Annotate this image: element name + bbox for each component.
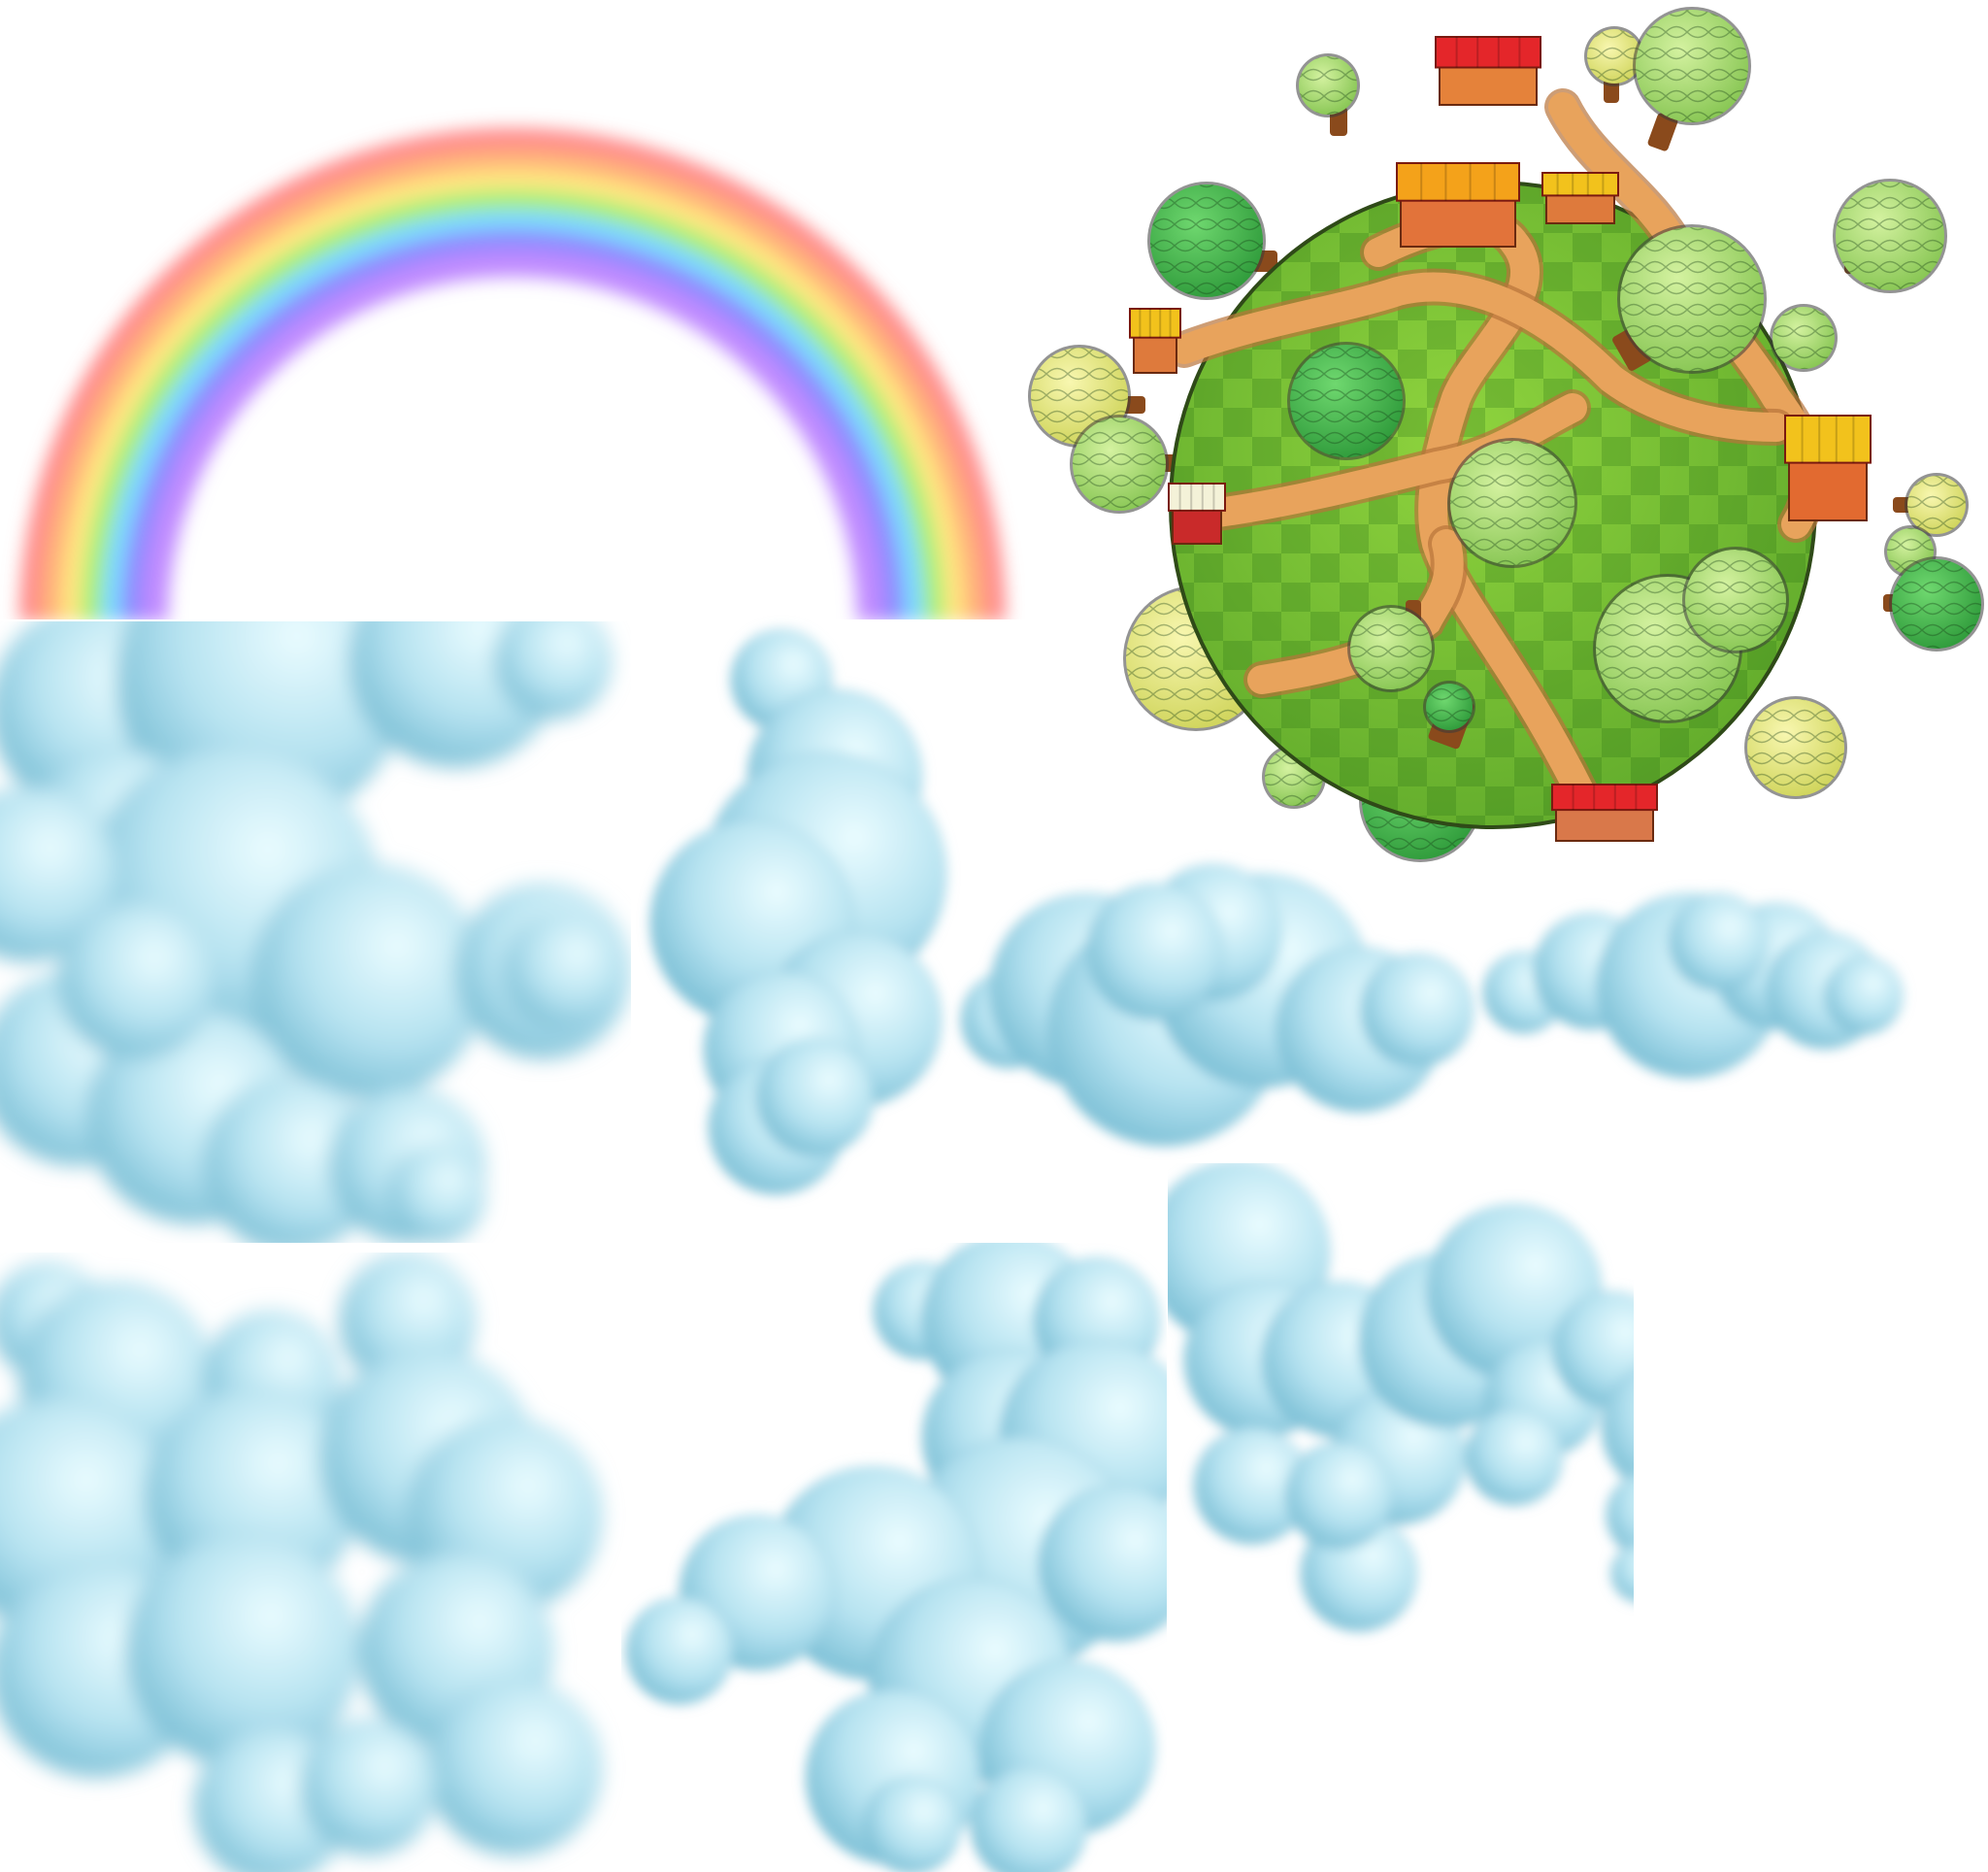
house	[1541, 172, 1619, 225]
tree	[1423, 681, 1475, 750]
tree	[1347, 600, 1435, 692]
house	[1396, 162, 1520, 248]
rainbow-band	[40, 149, 985, 619]
house	[1784, 415, 1872, 522]
rainbow-sprite	[19, 128, 1006, 619]
cloud-sprite	[0, 621, 631, 1243]
rainbow-band	[121, 230, 904, 619]
cloud-sprite	[625, 1243, 1167, 1872]
cloud-sprites	[0, 621, 1904, 1872]
tree	[1296, 53, 1360, 136]
cloud-sprite	[0, 1253, 603, 1872]
tree	[1612, 224, 1767, 374]
cloud-sprite	[1482, 892, 1904, 1079]
tree	[1883, 556, 1984, 652]
tree	[1770, 304, 1838, 372]
rainbow-band	[81, 189, 944, 619]
cloud-sprite	[1168, 1163, 1634, 1632]
rainbow-band	[101, 210, 924, 619]
rainbow-band	[142, 251, 883, 619]
planet-sprite	[1028, 7, 1984, 862]
tree	[1744, 696, 1847, 799]
house	[1129, 308, 1181, 374]
house	[1435, 36, 1541, 106]
tree	[1070, 415, 1182, 514]
tree	[1447, 438, 1577, 568]
rainbow-band	[19, 128, 1006, 619]
tree	[1147, 182, 1277, 300]
tree	[1682, 547, 1789, 653]
tree	[1833, 179, 1947, 293]
rainbow-band	[60, 169, 965, 619]
cloud-sprite	[649, 628, 947, 1195]
house	[1168, 483, 1226, 545]
tree	[1287, 342, 1406, 460]
tree	[1633, 7, 1751, 151]
tree	[1893, 473, 1969, 537]
house	[1551, 784, 1658, 843]
cloud-sprite	[960, 863, 1474, 1147]
tree	[1584, 26, 1644, 103]
